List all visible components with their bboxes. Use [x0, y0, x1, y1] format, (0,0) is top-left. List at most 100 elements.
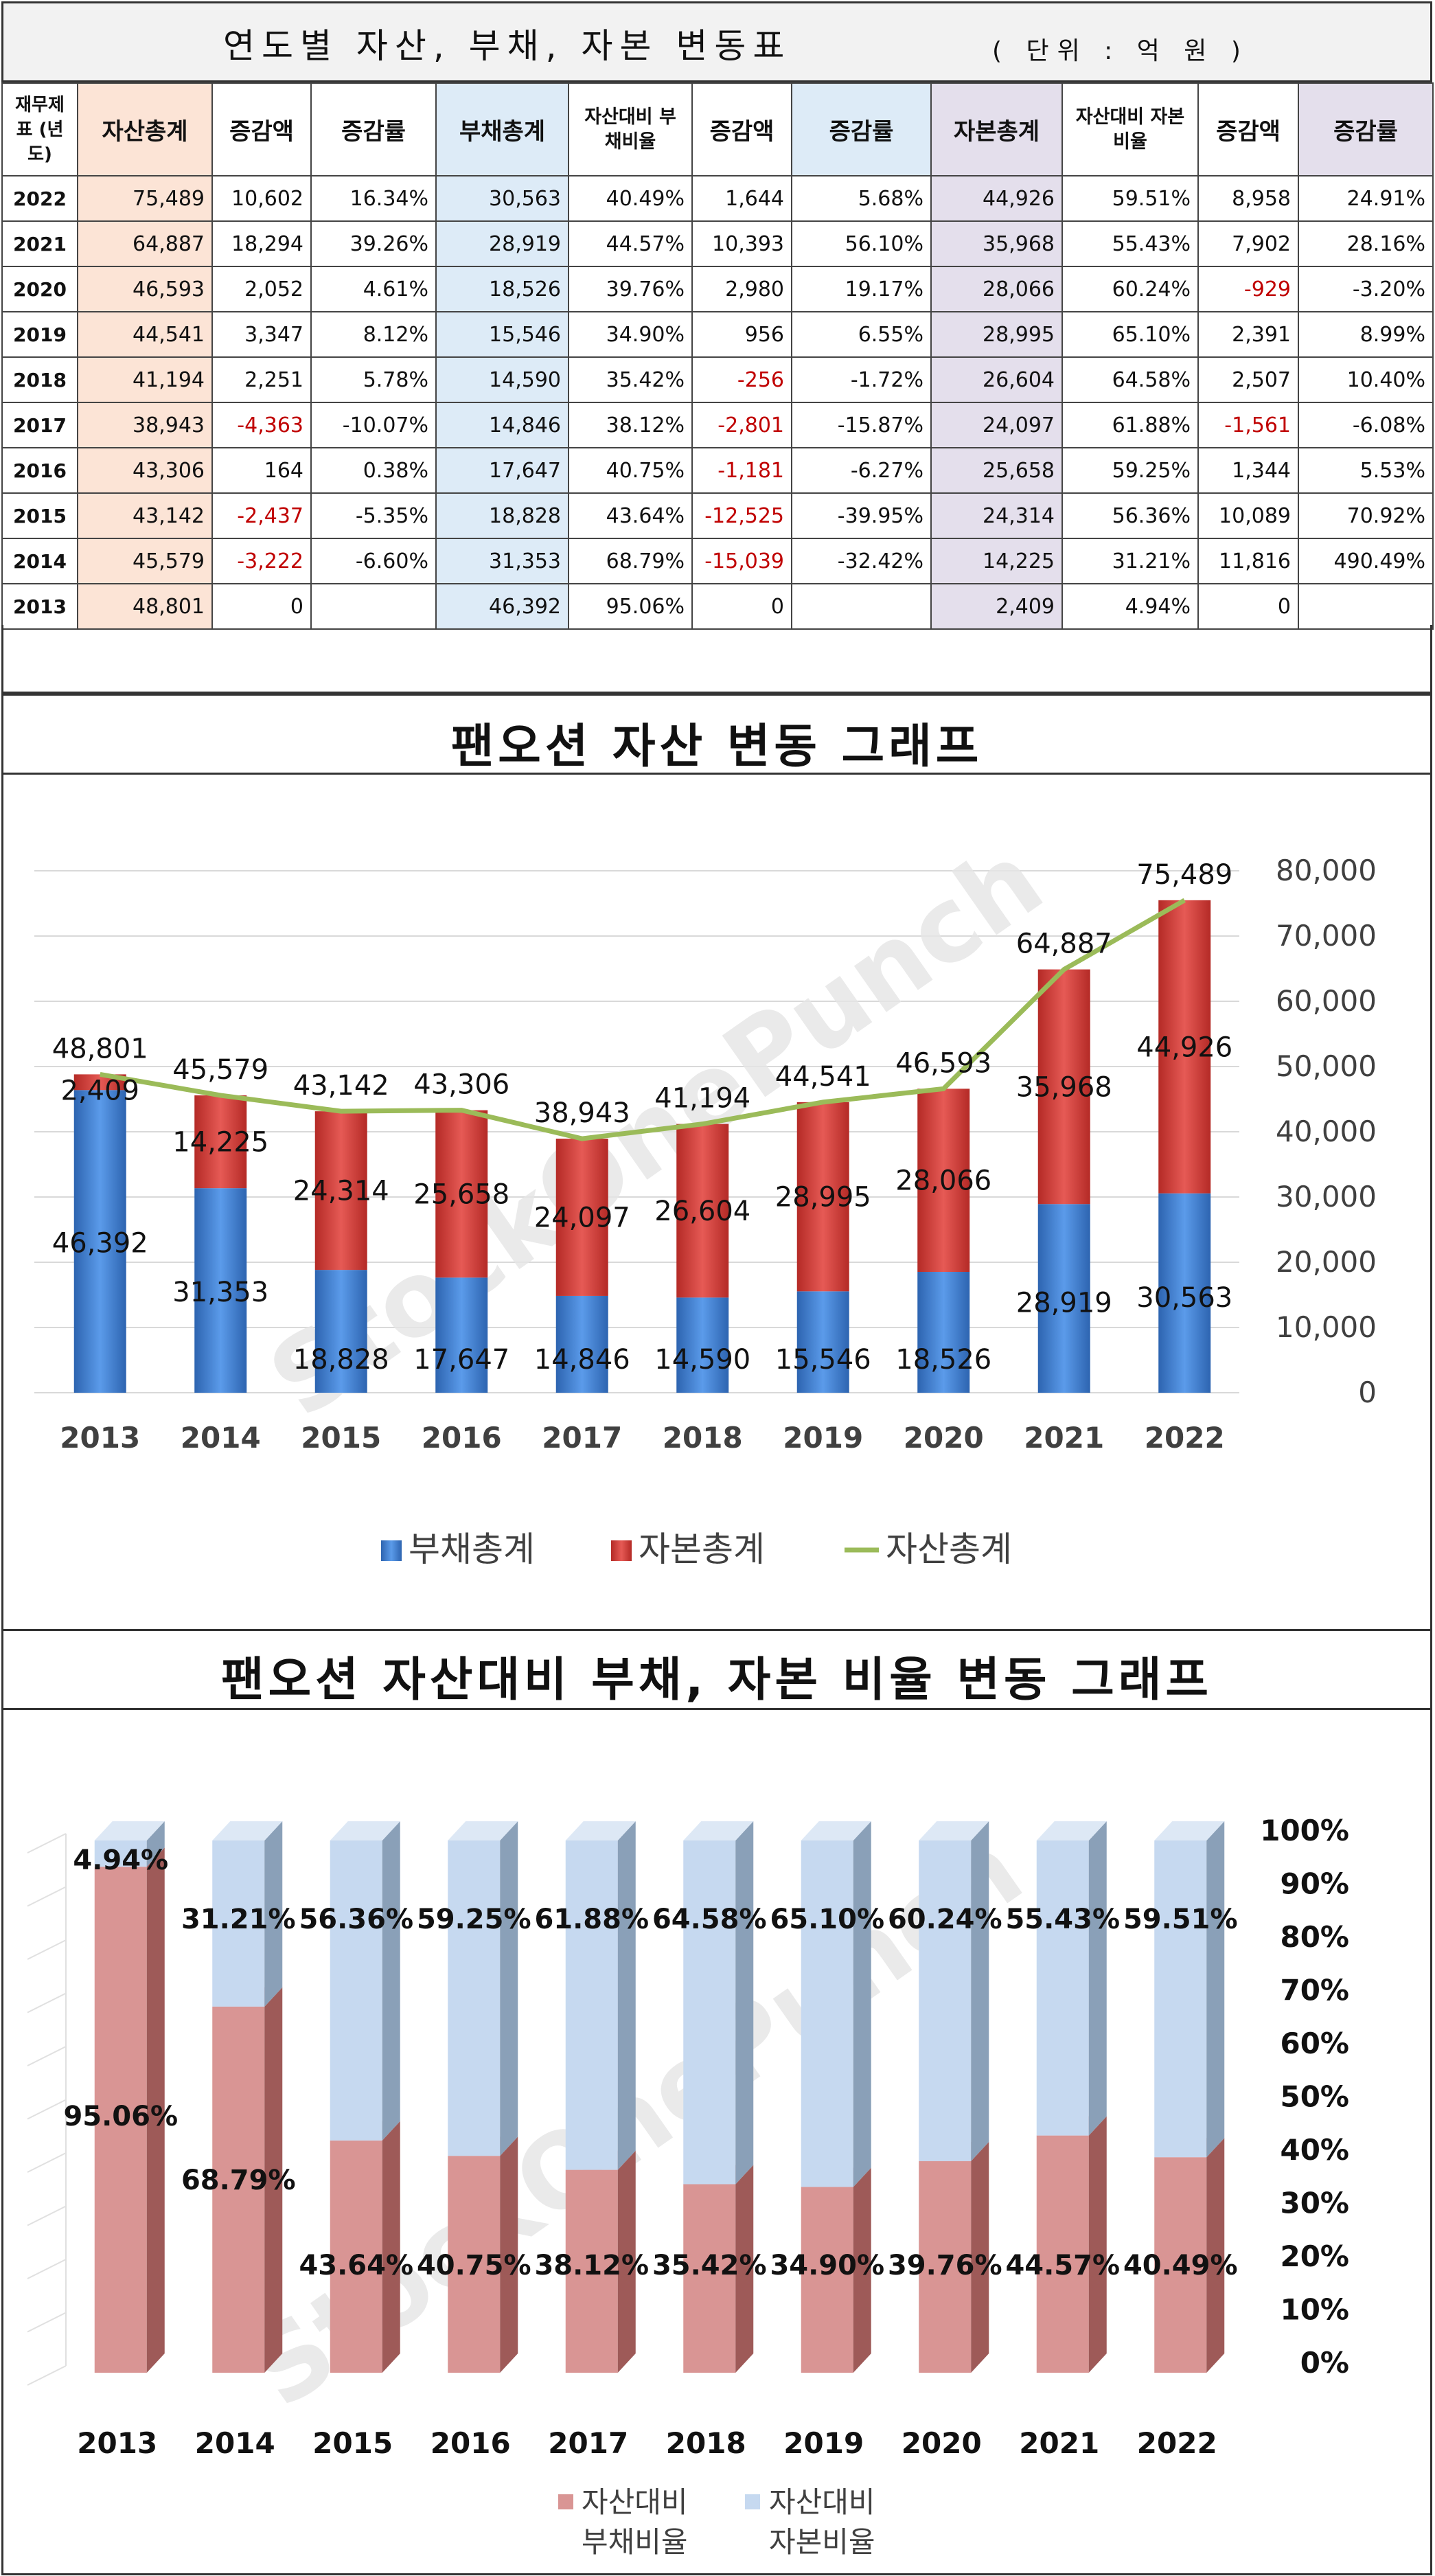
equity-ratio-bar-top: [565, 1821, 636, 1840]
liability-bar: [194, 1188, 247, 1393]
liability-ratio-data-label: 35.42%: [652, 2250, 767, 2281]
y-tick-label: 70%: [1280, 1974, 1349, 2007]
cell-liab-change: -12,525: [691, 492, 792, 539]
cell-liab-change: 10,393: [691, 220, 792, 267]
equity-ratio-bar-top: [448, 1821, 518, 1840]
equity-bar: [1037, 969, 1090, 1205]
ratio-chart-title: 팬오션 자산대비 부채, 자본 비율 변동 그래프: [221, 1653, 1213, 1707]
equity-data-label: 44,926: [1136, 1031, 1232, 1063]
cell-total-liabilities: 14,590: [435, 356, 569, 403]
cell-equity-change: 1,344: [1197, 447, 1299, 494]
equity-ratio-bar-top: [1036, 1821, 1107, 1840]
table-footer-spacer: [1, 625, 1432, 694]
cell-asset-change: -2,437: [211, 492, 312, 539]
equity-ratio-bar-side: [1088, 1821, 1107, 2136]
cell-year: 2019: [1, 311, 78, 358]
legend-label-equity-ratio-line: 자본비율: [769, 2525, 875, 2559]
cell-equity-rate: 70.92%: [1298, 492, 1434, 539]
cell-liab-ratio: 40.75%: [568, 447, 693, 494]
total-assets-data-label: 43,142: [293, 1070, 389, 1102]
equity-ratio-data-label: 31.21%: [181, 1904, 296, 1935]
equity-data-label: 2,409: [60, 1075, 139, 1106]
financial-table: 재무제표 (년도) 자산총계 증감액 증감률 부채총계 자산대비 부채비율 증감…: [1, 82, 1434, 630]
gridline: [27, 1833, 67, 1854]
total-assets-data-label: 43,306: [413, 1069, 509, 1101]
cell-total-assets: 38,943: [77, 402, 213, 448]
cell-asset-rate: 8.12%: [310, 311, 437, 358]
equity-ratio-bar-front: [330, 1840, 382, 2141]
cell-liab-rate: -15.87%: [791, 402, 932, 448]
legend-label-liability: 부채총계: [409, 1529, 535, 1569]
cell-liab-change: -15,039: [691, 538, 792, 584]
y-tick-label: 40,000: [1276, 1115, 1377, 1148]
cell-equity-change: 7,902: [1197, 220, 1299, 267]
x-tick-label: 2021: [1024, 1421, 1104, 1455]
cell-asset-change: 18,294: [211, 220, 312, 267]
cell-total-equity: 28,066: [930, 266, 1063, 312]
cell-asset-change: 2,251: [211, 356, 312, 403]
cell-total-assets: 45,579: [77, 538, 213, 584]
liability-ratio-bar-side: [735, 2165, 754, 2373]
cell-liab-ratio: 68.79%: [568, 538, 693, 584]
cell-asset-change: 3,347: [211, 311, 312, 358]
cell-equity-ratio: 59.51%: [1061, 175, 1199, 222]
x-tick-label: 2018: [666, 2426, 746, 2460]
liability-ratio-bar-front: [94, 1867, 147, 2373]
cell-equity-ratio: 31.21%: [1061, 538, 1199, 584]
equity-ratio-bar-top: [330, 1821, 400, 1840]
header-equity-ratio: 자산대비 자본비율: [1061, 82, 1199, 176]
equity-ratio-data-label: 59.51%: [1123, 1904, 1238, 1935]
equity-ratio-bar-front: [801, 1840, 853, 2187]
cell-equity-change: 10,089: [1197, 492, 1299, 539]
equity-ratio-data-label: 61.88%: [534, 1904, 649, 1935]
liability-ratio-data-label: 68.79%: [181, 2165, 296, 2196]
x-tick-label: 2022: [1137, 2426, 1217, 2460]
total-assets-data-label: 38,943: [534, 1097, 630, 1129]
x-tick-label: 2018: [663, 1421, 743, 1455]
ratio-chart-svg: 0%10%20%30%40%50%60%70%80%90%100%StockOn…: [27, 1810, 1349, 2559]
liability-ratio-data-label: 39.76%: [888, 2250, 1002, 2281]
equity-ratio-bar-top: [94, 1821, 165, 1840]
cell-asset-change: 2,052: [211, 266, 312, 312]
liability-data-label: 14,590: [654, 1344, 750, 1376]
equity-data-label: 25,658: [413, 1178, 509, 1210]
table-row: 2013 48,801 0 46,392 95.06% 0 2,409 4.94% 0: [1, 583, 1434, 630]
equity-data-label: 28,066: [895, 1165, 991, 1197]
equity-ratio-bar-side: [735, 1821, 754, 2185]
cell-liab-change: 0: [691, 583, 792, 630]
liability-bar: [1158, 1193, 1211, 1393]
cell-asset-rate: [310, 583, 437, 630]
liability-ratio-data-label: 40.75%: [417, 2250, 531, 2281]
equity-ratio-data-label: 55.43%: [1005, 1904, 1120, 1935]
cell-total-liabilities: 15,546: [435, 311, 569, 358]
equity-ratio-data-label: 59.25%: [417, 1904, 531, 1935]
liability-bar: [796, 1291, 849, 1393]
asset-chart-svg: 0 10,000 20,000 30,000 40,000 50,000 60,000 70,…: [34, 820, 1377, 1569]
cell-asset-rate: -10.07%: [310, 402, 437, 448]
cell-asset-change: 164: [211, 447, 312, 494]
cell-equity-change: -1,561: [1197, 402, 1299, 448]
table-row: 2021 64,887 18,294 39.26% 28,919 44.57% 10,393…: [1, 220, 1434, 267]
y-tick-label: 40%: [1280, 2133, 1349, 2167]
liability-ratio-bar-side: [853, 2167, 871, 2373]
header-liab-change: 증감액: [691, 82, 792, 176]
x-tick-label: 2015: [312, 2426, 393, 2460]
cell-total-assets: 64,887: [77, 220, 213, 267]
cell-year: 2018: [1, 356, 78, 403]
equity-ratio-bar-top: [919, 1821, 989, 1840]
gridline: [27, 2312, 67, 2333]
cell-total-liabilities: 18,828: [435, 492, 569, 539]
total-assets-data-label: 44,541: [775, 1061, 871, 1093]
liability-ratio-bar-front: [801, 2187, 853, 2373]
x-tick-label: 2016: [422, 1421, 502, 1455]
header-liab-ratio: 자산대비 부채비율: [568, 82, 693, 176]
equity-ratio-bar-front: [94, 1840, 147, 1867]
equity-ratio-bar-side: [382, 1821, 400, 2141]
liability-data-label: 17,647: [413, 1344, 509, 1376]
header-asset-change: 증감액: [211, 82, 312, 176]
table-row: 2014 45,579 -3,222 -6.60% 31,353 68.79% -15,03…: [1, 538, 1434, 584]
cell-equity-ratio: 56.36%: [1061, 492, 1199, 539]
cell-year: 2020: [1, 266, 78, 312]
table-row: 2017 38,943 -4,363 -10.07% 14,846 38.12% -2,80…: [1, 402, 1434, 448]
table-row: 2022 75,489 10,602 16.34% 30,563 40.49% 1,644 5…: [1, 175, 1434, 222]
